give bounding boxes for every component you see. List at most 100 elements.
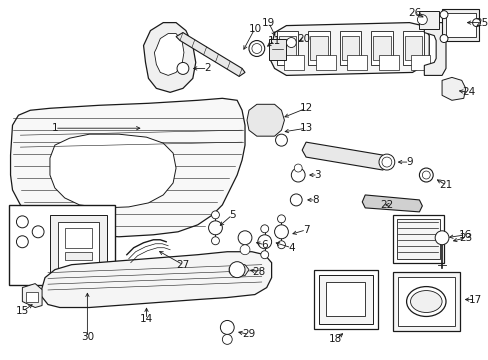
Bar [50, 215, 107, 276]
Circle shape [229, 262, 244, 278]
Circle shape [248, 41, 264, 57]
Circle shape [275, 134, 287, 146]
Circle shape [211, 237, 219, 245]
Bar [313, 270, 377, 329]
Bar [318, 275, 372, 324]
Bar [441, 9, 479, 41]
Text: 8: 8 [312, 195, 319, 205]
Text: 10: 10 [248, 24, 261, 33]
Text: 17: 17 [468, 294, 481, 305]
Polygon shape [424, 23, 445, 75]
Text: 22: 22 [380, 200, 393, 210]
Text: 27: 27 [176, 260, 189, 270]
Circle shape [277, 241, 285, 249]
Polygon shape [22, 284, 42, 307]
Circle shape [419, 168, 432, 182]
Ellipse shape [406, 287, 445, 316]
Circle shape [439, 11, 447, 19]
Circle shape [220, 320, 234, 334]
Polygon shape [40, 252, 271, 307]
Circle shape [17, 236, 28, 248]
Bar [392, 272, 459, 332]
Circle shape [238, 231, 251, 245]
Text: 16: 16 [458, 230, 471, 240]
Text: 14: 14 [140, 314, 153, 324]
Text: 18: 18 [328, 334, 342, 345]
Circle shape [439, 35, 447, 42]
Circle shape [260, 251, 268, 259]
Polygon shape [246, 104, 284, 136]
Text: 11: 11 [267, 36, 281, 46]
Bar [392, 215, 443, 263]
Bar [397, 276, 454, 327]
Text: 24: 24 [461, 87, 474, 97]
Text: 19: 19 [262, 18, 275, 28]
Polygon shape [50, 134, 176, 208]
Circle shape [378, 154, 394, 170]
Bar [9, 205, 115, 285]
Circle shape [257, 235, 271, 249]
Circle shape [471, 19, 480, 27]
Polygon shape [302, 142, 386, 170]
Text: 3: 3 [314, 170, 321, 180]
Circle shape [177, 62, 188, 75]
Circle shape [222, 334, 232, 345]
Text: 20: 20 [297, 33, 310, 44]
Text: 23: 23 [458, 233, 471, 243]
Bar [341, 36, 359, 60]
Polygon shape [362, 195, 422, 212]
Bar [276, 31, 298, 66]
Text: 1: 1 [51, 123, 58, 133]
Text: 21: 21 [439, 180, 452, 190]
Text: 12: 12 [299, 103, 312, 113]
Bar [372, 36, 390, 60]
Circle shape [290, 194, 302, 206]
Bar [309, 36, 327, 60]
Text: 6: 6 [261, 240, 267, 250]
Circle shape [211, 211, 219, 219]
Circle shape [434, 231, 448, 245]
Bar [378, 55, 398, 71]
Text: 4: 4 [287, 243, 294, 253]
Circle shape [251, 44, 261, 54]
Bar [402, 31, 424, 66]
Polygon shape [176, 32, 244, 76]
Circle shape [286, 37, 296, 48]
Circle shape [422, 171, 429, 179]
Bar [325, 282, 365, 316]
Bar [419, 11, 438, 28]
Bar [58, 222, 99, 270]
Text: 5: 5 [228, 210, 235, 220]
Polygon shape [269, 23, 428, 75]
Bar [445, 13, 475, 37]
Bar [347, 55, 366, 71]
Bar [396, 219, 439, 259]
Circle shape [294, 164, 302, 172]
Bar [315, 55, 335, 71]
Circle shape [291, 168, 305, 182]
Bar [284, 55, 304, 71]
Polygon shape [229, 264, 248, 276]
Text: 9: 9 [406, 157, 412, 167]
Bar [370, 31, 392, 66]
Text: 30: 30 [81, 332, 94, 342]
Bar [404, 36, 422, 60]
Polygon shape [441, 77, 465, 100]
Circle shape [208, 221, 222, 235]
Bar [64, 252, 92, 260]
Text: 25: 25 [474, 18, 487, 28]
Polygon shape [154, 33, 183, 75]
Circle shape [381, 157, 391, 167]
Bar [410, 55, 429, 71]
Text: 7: 7 [302, 225, 309, 235]
Circle shape [277, 215, 285, 223]
Text: 13: 13 [299, 123, 312, 133]
Text: 28: 28 [252, 267, 265, 276]
Polygon shape [11, 98, 244, 237]
Bar [26, 292, 38, 302]
Ellipse shape [410, 291, 441, 312]
Text: 26: 26 [407, 8, 420, 18]
Polygon shape [143, 23, 195, 92]
Circle shape [274, 225, 288, 239]
Circle shape [240, 245, 249, 255]
